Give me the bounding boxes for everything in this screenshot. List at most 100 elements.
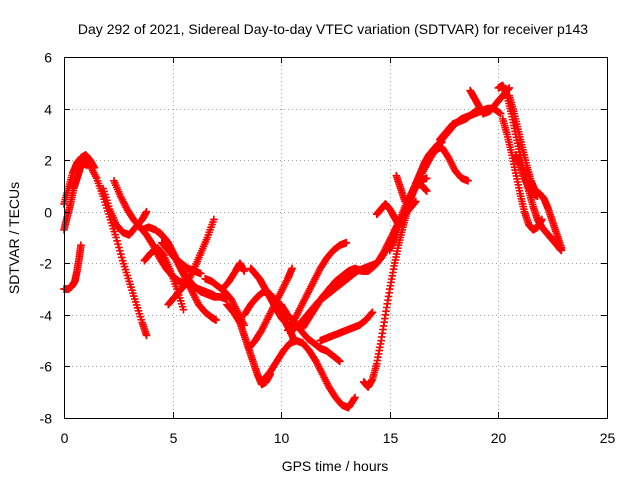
chart-title: Day 292 of 2021, Sidereal Day-to-day VTE… (78, 21, 588, 37)
data-point (104, 202, 113, 210)
data-point (533, 192, 542, 201)
data-point (131, 298, 140, 306)
y-tick-label: -8 (40, 411, 53, 427)
data-point (137, 315, 146, 324)
y-tick-label: 0 (44, 205, 52, 221)
data-point (179, 305, 188, 314)
data-point (133, 304, 142, 312)
data-point (142, 207, 151, 216)
series-arc-17 (246, 264, 294, 335)
data-point (142, 331, 151, 340)
data-point (557, 244, 566, 252)
series-arc-8 (140, 244, 188, 314)
data-point (135, 309, 144, 318)
series-arc-25 (372, 200, 403, 229)
data-point (538, 215, 546, 224)
data-point (111, 230, 119, 239)
x-tick-label: 0 (61, 430, 69, 446)
data-point (118, 256, 127, 265)
data-point (110, 227, 119, 236)
series-arc-27 (392, 171, 431, 206)
data-point (130, 295, 139, 303)
data-point (77, 241, 85, 250)
data-point (422, 187, 431, 195)
series-arc-10 (164, 215, 218, 309)
data-point (116, 246, 124, 255)
x-tick-label: 5 (170, 430, 178, 446)
data-point (197, 269, 205, 278)
series-arc-33 (505, 91, 566, 252)
x-tick-label: 20 (491, 430, 507, 446)
data-point (177, 300, 186, 308)
x-tick-label: 10 (274, 430, 290, 446)
data-point (422, 174, 431, 182)
series-arc-18 (260, 336, 359, 412)
data-point (101, 190, 109, 199)
series-arc-13 (218, 259, 249, 293)
x-axis-label: GPS time / hours (282, 458, 389, 474)
data-point (496, 109, 505, 118)
y-tick-label: 4 (44, 102, 52, 118)
series-arc-14 (223, 300, 275, 389)
y-axis-label: SDTVAR / TECUs (6, 182, 22, 294)
data-point (212, 316, 220, 324)
data-point (114, 240, 122, 248)
data-point (112, 233, 120, 242)
data-point (99, 184, 107, 193)
data-point (134, 307, 143, 315)
ticks: 0 5 10 15 20 25 -8 -6 -4 -2 0 2 4 6 (40, 50, 616, 447)
data-point (136, 312, 145, 321)
data-point (102, 193, 110, 202)
series-arc-19 (277, 300, 344, 366)
data-point (336, 357, 344, 366)
data-point (288, 264, 296, 273)
y-tick-label: 2 (44, 153, 52, 169)
data-point (240, 267, 249, 275)
series-arc-28 (418, 143, 472, 185)
data-point (132, 301, 141, 309)
data-point (103, 196, 111, 205)
data-point (123, 271, 132, 280)
data-point (178, 302, 187, 311)
series-arc-30 (466, 84, 514, 118)
series-arc-11 (157, 238, 205, 278)
x-tick-label: 15 (383, 430, 399, 446)
y-tick-label: -2 (40, 256, 53, 272)
data-point (367, 309, 376, 318)
data-point (119, 259, 128, 268)
data-point (120, 262, 129, 271)
data-point (117, 253, 126, 262)
data-point (121, 265, 130, 274)
data-point (100, 187, 108, 196)
data-point (176, 297, 185, 305)
series-arc-9 (155, 228, 220, 324)
plot-frame (64, 57, 608, 419)
data-point (124, 274, 133, 283)
series-arc-20 (283, 238, 351, 335)
y-tick-label: 6 (44, 50, 52, 66)
data-point (115, 243, 123, 252)
data-point (116, 250, 125, 258)
data-point (368, 308, 377, 317)
series-arc-26 (386, 104, 505, 255)
data-point (103, 199, 112, 208)
data-point (351, 393, 359, 402)
data-point (113, 237, 121, 245)
series-arc-34 (511, 151, 542, 201)
data-point (125, 277, 133, 286)
data-point (122, 268, 131, 277)
series-arc-23 (316, 308, 377, 345)
y-tick-label: -6 (40, 359, 53, 375)
y-tick-label: -4 (40, 308, 53, 324)
x-tick-label: 25 (600, 430, 616, 446)
data-point (127, 283, 135, 292)
series-arc-29 (435, 104, 483, 144)
series-arc-32 (498, 115, 546, 234)
data-point (464, 176, 472, 185)
data-point (129, 289, 137, 297)
data-point (210, 215, 218, 224)
series-arc-3 (60, 241, 85, 293)
data-point (126, 280, 134, 289)
data-point (130, 292, 138, 300)
